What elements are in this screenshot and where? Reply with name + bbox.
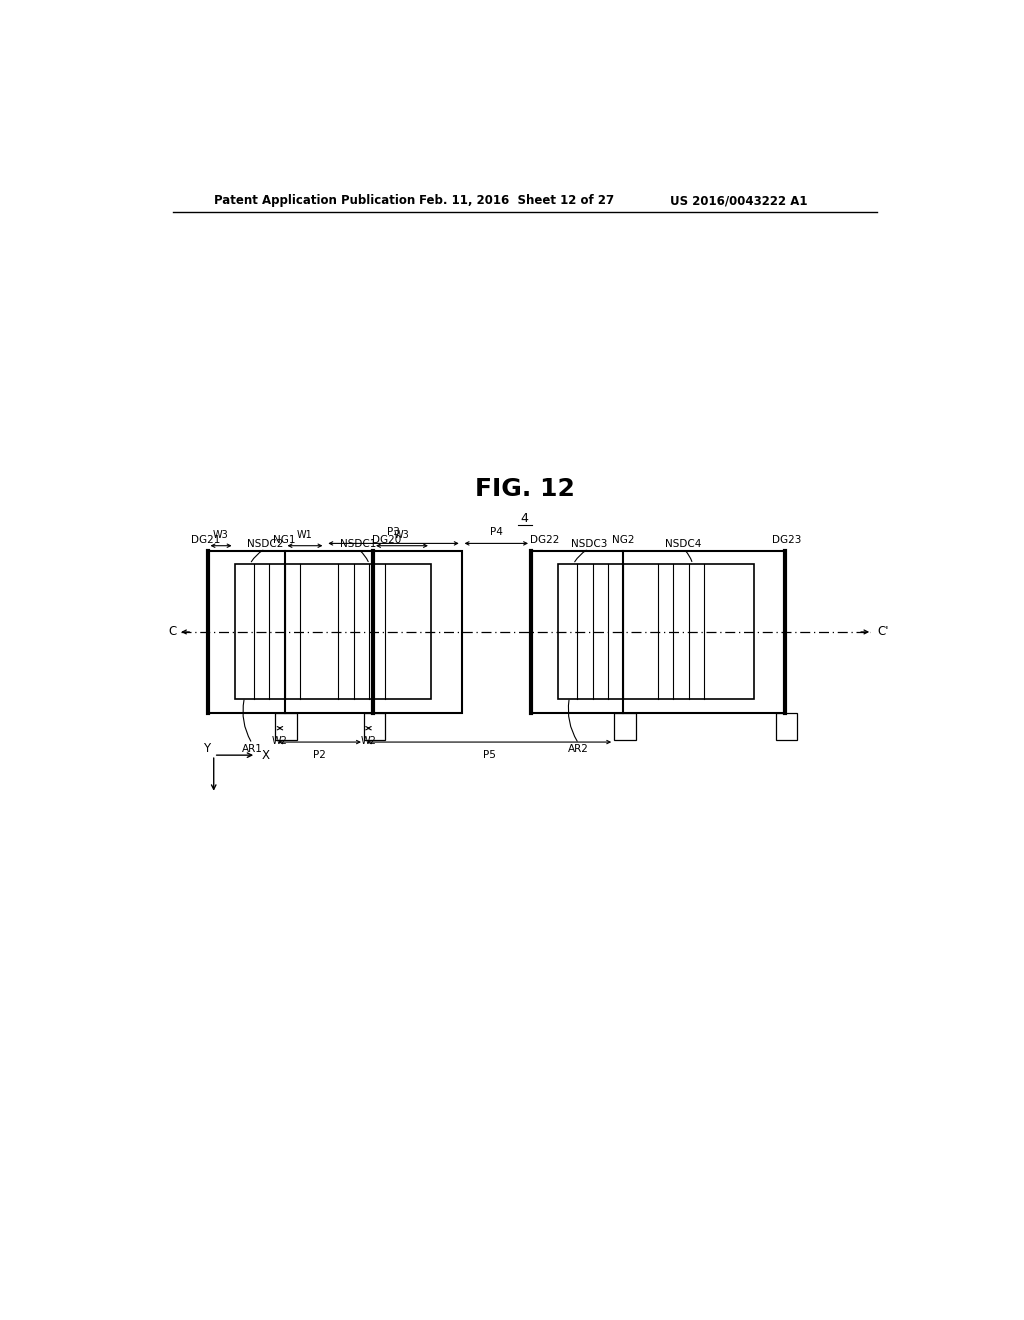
Bar <box>558 564 755 700</box>
Text: NSDC1: NSDC1 <box>340 539 376 549</box>
Text: 4: 4 <box>521 512 528 525</box>
Text: FIG. 12: FIG. 12 <box>475 478 574 502</box>
Text: W3: W3 <box>394 529 410 540</box>
Text: P3: P3 <box>387 527 400 537</box>
Bar <box>614 713 636 739</box>
Text: W2: W2 <box>360 737 377 746</box>
Text: NSDC3: NSDC3 <box>570 539 607 549</box>
Text: NG2: NG2 <box>612 535 635 545</box>
Bar <box>275 713 297 739</box>
Text: W2: W2 <box>272 737 288 746</box>
Text: NSDC2: NSDC2 <box>247 539 284 549</box>
Text: Feb. 11, 2016  Sheet 12 of 27: Feb. 11, 2016 Sheet 12 of 27 <box>419 194 614 207</box>
Text: P2: P2 <box>313 750 326 760</box>
Text: X: X <box>261 748 269 762</box>
Text: DG21: DG21 <box>191 535 221 545</box>
Text: US 2016/0043222 A1: US 2016/0043222 A1 <box>670 194 807 207</box>
Text: NSDC4: NSDC4 <box>666 539 701 549</box>
Bar <box>776 713 798 739</box>
Text: DG20: DG20 <box>373 535 401 545</box>
Bar <box>234 564 431 700</box>
Text: P5: P5 <box>482 750 496 760</box>
Text: NG1: NG1 <box>273 535 296 545</box>
Bar <box>364 713 385 739</box>
Text: C': C' <box>878 626 889 639</box>
Text: AR2: AR2 <box>568 743 589 754</box>
Text: AR1: AR1 <box>242 743 263 754</box>
Text: W1: W1 <box>297 529 313 540</box>
Text: P4: P4 <box>489 527 503 537</box>
Bar <box>531 552 785 713</box>
Text: Patent Application Publication: Patent Application Publication <box>214 194 415 207</box>
Bar <box>208 552 462 713</box>
Text: W3: W3 <box>213 529 229 540</box>
Text: C: C <box>169 626 177 639</box>
Text: DG23: DG23 <box>772 535 802 545</box>
Text: Y: Y <box>204 742 211 755</box>
Text: DG22: DG22 <box>530 535 559 545</box>
